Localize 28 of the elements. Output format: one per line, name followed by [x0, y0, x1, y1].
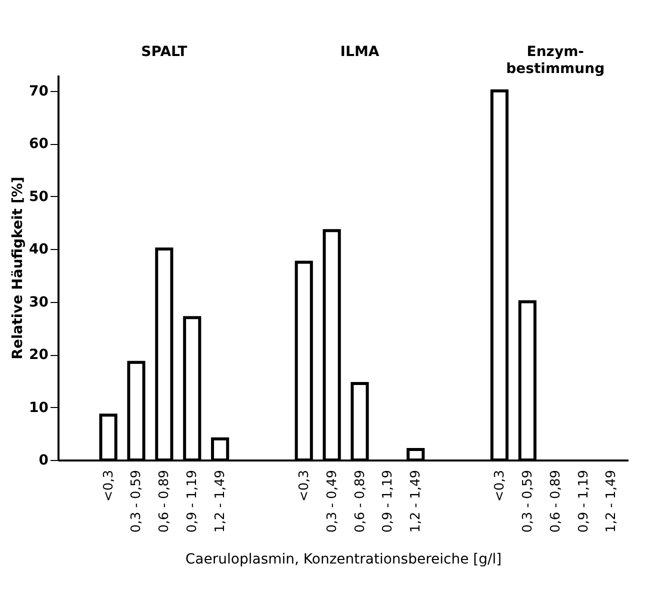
y-tick-label: 30 [29, 294, 49, 310]
x-tick-label: 0,9 - 1,19 [380, 470, 396, 533]
x-tick-label: 0,6 - 0,89 [157, 470, 172, 533]
y-tick-label: 50 [29, 188, 49, 205]
x-tick-label: <0,3 [101, 470, 116, 502]
y-tick-label: 20 [29, 347, 49, 364]
x-tick-label: 0,3 - 0,59 [520, 470, 536, 533]
x-axis-title: Caeruloplasmin, Konzentrationsbereiche [g/l] [185, 552, 502, 568]
y-tick-label: 70 [29, 83, 49, 100]
y-tick-label: 0 [38, 452, 49, 468]
x-tick-label: 1,2 - 1,49 [604, 470, 620, 533]
text: ILMA [340, 44, 380, 60]
x-tick-label: 0,3 - 0,59 [129, 470, 144, 533]
text: SPALT [141, 44, 188, 60]
y-axis-title: Relative Häufigkeit [%] [10, 176, 26, 360]
annotation: Enzym- bestimmung [506, 44, 605, 77]
x-tick-label: 0,9 - 1,19 [576, 470, 592, 533]
x-tick-label: <0,3 [296, 470, 312, 502]
x-tick-label: 0,9 - 1,19 [185, 470, 200, 533]
y-tick-label: 10 [29, 400, 49, 416]
x-tick-label: 0,3 - 0,49 [324, 470, 340, 533]
x-tick-label: <0,3 [492, 470, 508, 502]
y-tick-label: 60 [29, 136, 49, 152]
x-tick-label: 0,6 - 0,89 [548, 470, 564, 533]
x-tick-label: 1,2 - 1,49 [408, 470, 424, 533]
y-tick-label: 40 [29, 242, 49, 258]
x-tick-label: 0,6 - 0,89 [352, 470, 368, 533]
x-tick-label: 1,2 - 1,49 [213, 470, 228, 533]
